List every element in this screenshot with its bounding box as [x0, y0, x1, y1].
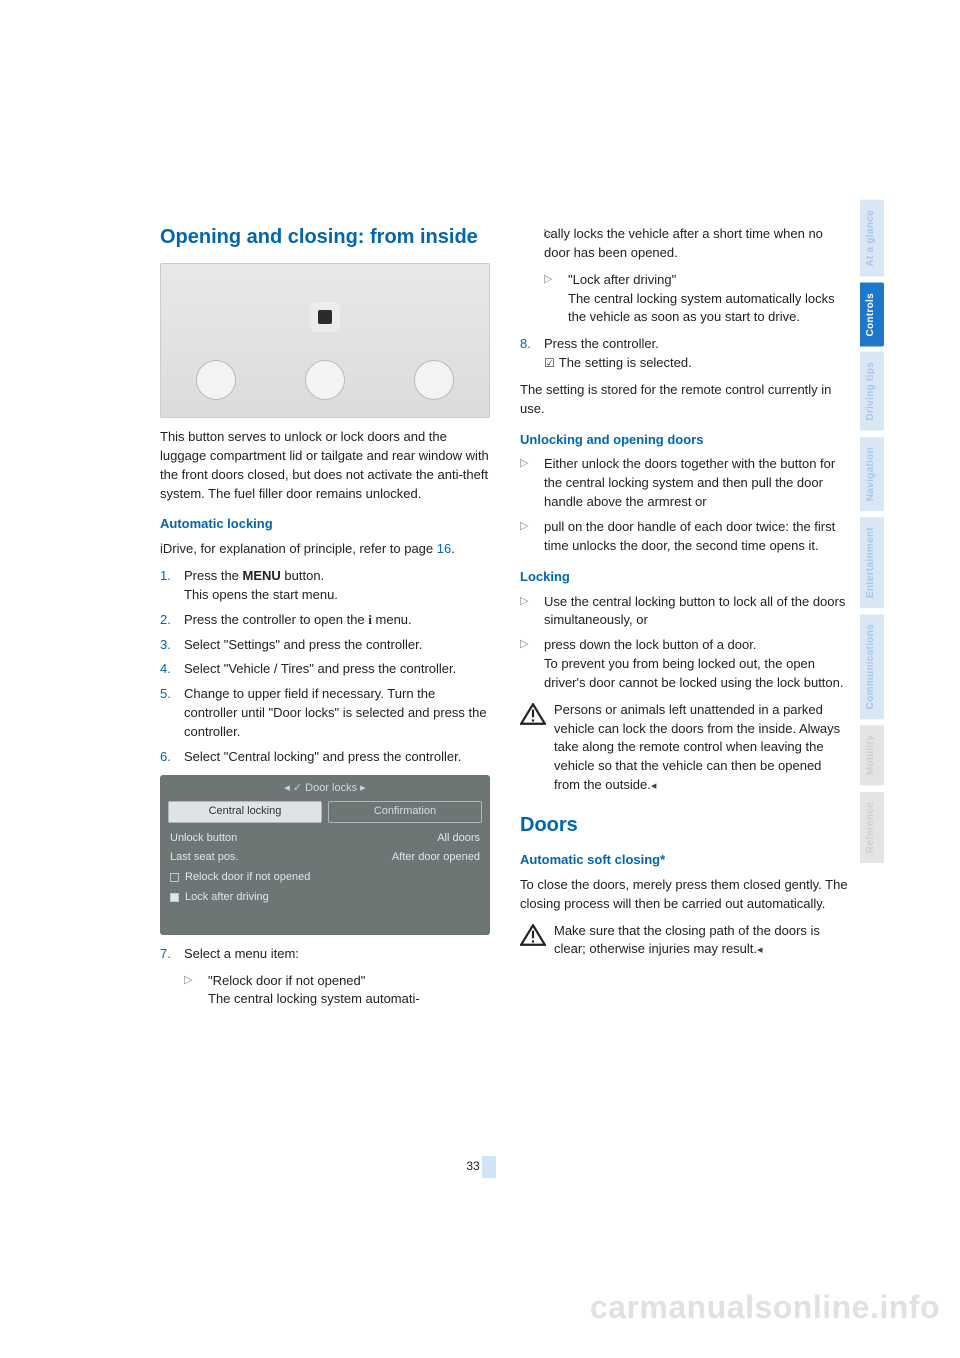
tab-at-a-glance[interactable]: At a glance [860, 200, 884, 277]
locking-heading: Locking [520, 568, 850, 587]
step-7-subitems: "Relock door if not opened" The central … [184, 972, 490, 1010]
step-7: 7.Select a menu item: [160, 945, 490, 964]
end-marker-icon: ◂ [651, 780, 657, 792]
manual-page: At a glance Controls Driving tips Naviga… [0, 0, 960, 1358]
tab-entertainment[interactable]: Entertainment [860, 517, 884, 608]
checkbox-checked-icon [170, 893, 179, 902]
idrive-screenshot: ◂ ✓ Door locks ▸ Central locking Confirm… [160, 775, 490, 935]
tab-central-locking[interactable]: Central locking [168, 801, 322, 823]
section-title: Opening and closing: from inside [160, 225, 490, 249]
automatic-locking-steps: 1. Press the MENU button. This opens the… [160, 567, 490, 767]
left-column: Opening and closing: from inside This bu… [160, 225, 490, 1017]
doors-title: Doors [520, 813, 850, 837]
step-3: 3.Select "Settings" and press the contro… [160, 636, 490, 655]
check-icon: ☑ [544, 356, 555, 370]
end-marker-icon: ◂ [757, 944, 763, 956]
step-5: 5.Change to upper field if necessary. Tu… [160, 685, 490, 742]
tab-driving-tips[interactable]: Driving tips [860, 352, 884, 431]
idrive-intro: iDrive, for explanation of principle, re… [160, 540, 490, 559]
step-8: 8. Press the controller. ☑The setting is… [520, 335, 850, 373]
lock-after-list: "Lock after driving" The central locking… [544, 271, 850, 328]
idrive-row: Unlock buttonAll doors [168, 829, 482, 849]
list-item: Either unlock the doors together with th… [520, 455, 850, 512]
page-number-marker [482, 1156, 496, 1178]
watermark-text: carmanualsonline.info [590, 1284, 940, 1330]
checkbox-icon [170, 873, 179, 882]
locking-list: Use the central locking button to lock a… [520, 593, 850, 693]
tab-navigation[interactable]: Navigation [860, 437, 884, 511]
page-number: 33 [466, 1158, 479, 1175]
idrive-tabs: Central locking Confirmation [168, 801, 482, 823]
warning-icon [520, 924, 546, 952]
step-4: 4.Select "Vehicle / Tires" and press the… [160, 660, 490, 679]
step-2: 2. Press the controller to open the i me… [160, 611, 490, 630]
list-item: "Lock after driving" The central locking… [544, 271, 850, 328]
tab-confirmation[interactable]: Confirmation [328, 801, 482, 823]
right-column: cally locks the vehicle after a short ti… [520, 225, 850, 1017]
automatic-locking-heading: Automatic locking [160, 515, 490, 534]
caption-text: This button serves to unlock or lock doo… [160, 428, 490, 503]
side-tab-strip: At a glance Controls Driving tips Naviga… [860, 200, 884, 863]
tab-communications[interactable]: Communications [860, 614, 884, 719]
warning-paragraph: Persons or animals left unattended in a … [520, 701, 850, 795]
idrive-row: Last seat pos.After door opened [168, 848, 482, 868]
list-item: "Relock door if not opened" The central … [184, 972, 490, 1010]
tab-controls[interactable]: Controls [860, 283, 884, 347]
step-7-list: 7.Select a menu item: [160, 945, 490, 964]
idrive-header: ◂ ✓ Door locks ▸ [168, 781, 482, 797]
step-6: 6.Select "Central locking" and press the… [160, 748, 490, 767]
dashboard-illustration [160, 263, 490, 418]
soft-closing-text: To close the doors, merely press them cl… [520, 876, 850, 914]
unlocking-heading: Unlocking and opening doors [520, 431, 850, 450]
list-item: Use the central locking button to lock a… [520, 593, 850, 631]
idrive-checkbox-row: Relock door if not opened [168, 868, 482, 888]
idrive-checkbox-row: Lock after driving [168, 888, 482, 908]
step-1: 1. Press the MENU button. This opens the… [160, 567, 490, 605]
content-columns: Opening and closing: from inside This bu… [160, 225, 850, 1017]
unlocking-list: Either unlock the doors together with th… [520, 455, 850, 555]
storage-note: The setting is stored for the remote con… [520, 381, 850, 419]
continued-list: cally locks the vehicle after a short ti… [544, 225, 850, 263]
list-item: pull on the door handle of each door twi… [520, 518, 850, 556]
step-8-list: 8. Press the controller. ☑The setting is… [520, 335, 850, 373]
warning-icon [520, 703, 546, 731]
list-item: press down the lock button of a door. To… [520, 636, 850, 693]
soft-closing-heading: Automatic soft closing* [520, 851, 850, 870]
tab-reference[interactable]: Reference [860, 792, 884, 863]
warning-paragraph: Make sure that the closing path of the d… [520, 922, 850, 960]
continuation-text: cally locks the vehicle after a short ti… [544, 225, 850, 263]
tab-mobility[interactable]: Mobility [860, 725, 884, 785]
page-reference-link[interactable]: 16 [437, 541, 451, 556]
page-number-area: 33 [0, 1156, 960, 1178]
